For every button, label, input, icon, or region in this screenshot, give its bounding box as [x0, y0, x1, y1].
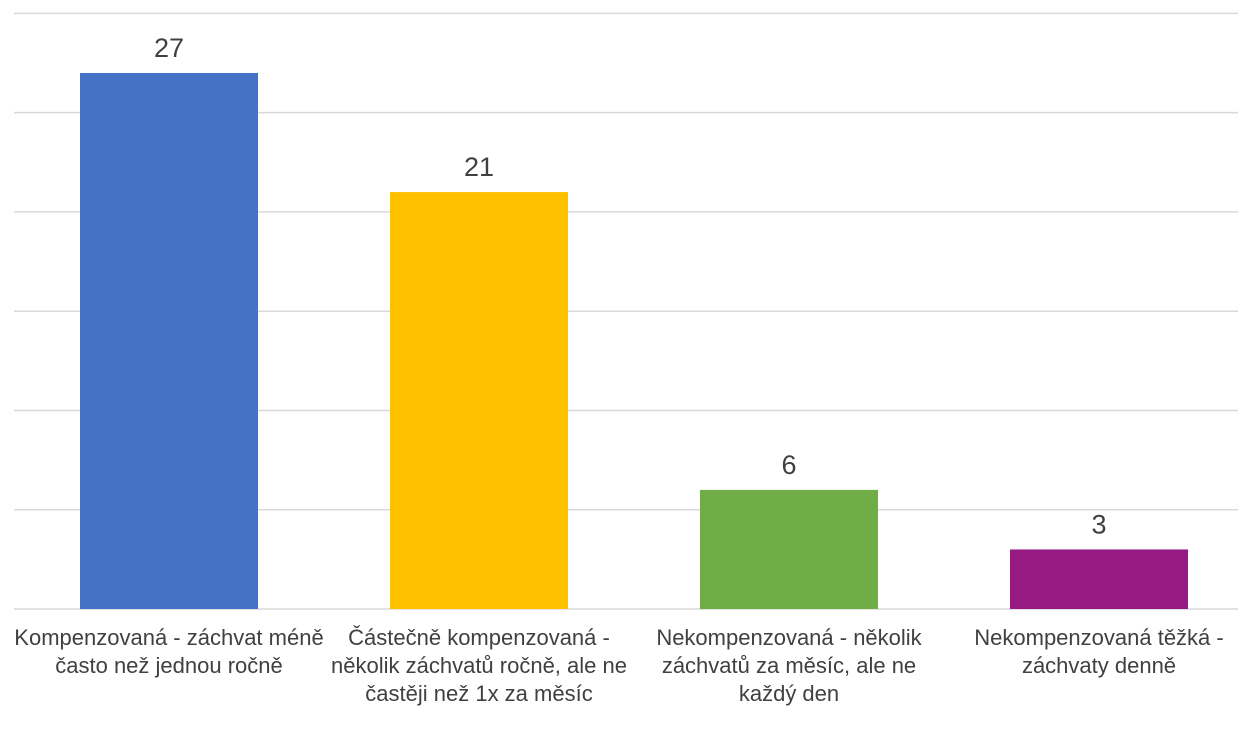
- x-tick-label: Nekompenzovaná těžká - záchvaty denně: [974, 625, 1224, 678]
- x-tick-label: Částečně kompenzovaná - několik záchvatů…: [331, 625, 627, 706]
- value-label: 6: [781, 450, 796, 480]
- value-label: 3: [1091, 509, 1106, 539]
- x-tick-label: Kompenzovaná - záchvat méně často než je…: [14, 625, 324, 678]
- bar: [390, 192, 568, 609]
- bar: [80, 72, 258, 609]
- bar: [700, 489, 878, 609]
- bar: [1010, 549, 1188, 609]
- value-label: 21: [464, 152, 494, 182]
- x-tick-label: Nekompenzovaná - několik záchvatů za měs…: [656, 625, 922, 706]
- value-label: 27: [154, 33, 184, 63]
